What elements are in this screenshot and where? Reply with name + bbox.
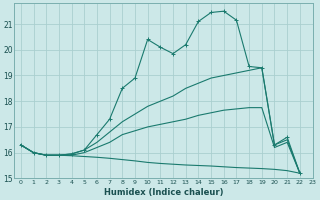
X-axis label: Humidex (Indice chaleur): Humidex (Indice chaleur) [104,188,223,197]
